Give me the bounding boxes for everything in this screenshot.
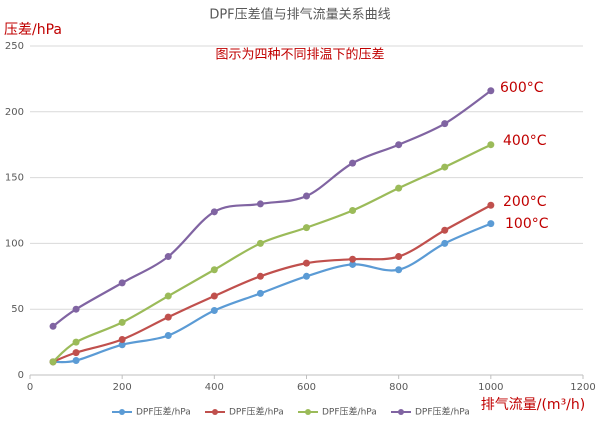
y-tick-label: 100 [5, 238, 24, 249]
legend-marker [305, 409, 311, 415]
data-point [72, 305, 80, 313]
data-point [118, 279, 126, 287]
x-axis-label: 排气流量/(m³/h) [481, 397, 585, 413]
data-point [118, 335, 126, 343]
data-point [256, 272, 264, 280]
data-point [49, 358, 57, 366]
data-point [487, 220, 495, 228]
data-point [49, 322, 57, 330]
data-point [441, 239, 449, 247]
series-line [52, 89, 492, 328]
data-point [303, 272, 310, 280]
data-point [164, 313, 172, 321]
y-axis-label: 压差/hPa [4, 22, 62, 38]
data-point [256, 289, 264, 297]
data-point [441, 226, 449, 234]
data-point [303, 259, 310, 267]
legend-label: DPF压差/hPa [322, 406, 377, 418]
data-point [395, 141, 403, 149]
data-point [210, 307, 218, 315]
data-point [349, 260, 357, 268]
y-tick-label: 0 [18, 370, 24, 381]
data-point [487, 201, 495, 209]
annotation: 400°C [503, 133, 547, 149]
legend-marker [119, 409, 125, 415]
data-point [303, 192, 310, 200]
annotation: 100°C [505, 216, 549, 232]
data-point [349, 207, 357, 214]
data-point [210, 266, 218, 274]
legend-marker [398, 409, 404, 415]
annotation: 200°C [503, 194, 547, 210]
data-point [441, 120, 449, 128]
data-point [164, 332, 172, 340]
data-point [256, 239, 264, 247]
data-point [118, 318, 126, 326]
data-point [303, 224, 310, 232]
data-point [72, 338, 80, 346]
data-point [349, 255, 357, 263]
legend-label: DPF压差/hPa [415, 406, 470, 418]
data-point [210, 292, 218, 300]
x-tick-label: 1000 [478, 382, 503, 393]
data-point [395, 266, 403, 274]
legend-label: DPF压差/hPa [136, 406, 191, 418]
x-tick-label: 0 [27, 382, 33, 393]
series-line [52, 204, 492, 363]
y-tick-label: 150 [5, 173, 24, 184]
chart-subtitle: 图示为四种不同排温下的压差 [215, 47, 384, 63]
data-point [210, 208, 218, 216]
data-point [395, 184, 403, 192]
y-tick-label: 250 [5, 41, 24, 52]
data-point [164, 253, 172, 261]
data-point [118, 341, 126, 349]
x-tick-label: 600 [297, 382, 316, 393]
x-tick-label: 1200 [570, 382, 595, 393]
y-tick-label: 200 [5, 107, 24, 118]
data-point [487, 141, 495, 149]
x-tick-label: 800 [389, 382, 408, 393]
data-point [256, 200, 264, 208]
x-tick-label: 200 [113, 382, 132, 393]
data-point [441, 163, 449, 171]
legend-marker [212, 409, 218, 415]
data-point [349, 159, 357, 167]
x-tick-label: 400 [205, 382, 224, 393]
data-point [72, 357, 80, 365]
data-point [164, 292, 172, 300]
data-point [395, 253, 403, 261]
chart-title: DPF压差值与排气流量关系曲线 [209, 7, 390, 23]
legend-label: DPF压差/hPa [229, 406, 284, 418]
y-tick-label: 50 [11, 304, 24, 315]
data-point [487, 87, 495, 95]
annotation: 600°C [500, 80, 544, 96]
data-point [72, 349, 80, 357]
